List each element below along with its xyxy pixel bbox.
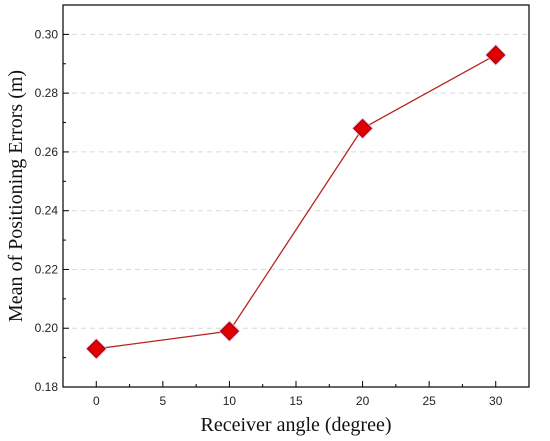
data-point-1 [219, 321, 239, 341]
plot-frame [62, 4, 530, 388]
y-axis-ticks: 0.18 0.20 0.22 0.24 0.26 0.28 0.30 [35, 27, 69, 394]
y-tick-label-0: 0.18 [35, 380, 59, 394]
x-tick-label-1: 5 [160, 394, 167, 408]
y-tick-label-6: 0.30 [35, 27, 59, 41]
x-tick-label-5: 25 [422, 394, 436, 408]
x-tick-label-2: 10 [223, 394, 237, 408]
y-tick-label-2: 0.22 [35, 262, 59, 276]
series-line-0 [96, 54, 497, 350]
data-series [85, 43, 507, 360]
data-point-3 [486, 45, 506, 65]
x-tick-label-3: 15 [289, 394, 303, 408]
y-tick-label-4: 0.26 [35, 145, 59, 159]
x-axis-ticks: 0 5 10 15 20 25 30 [62, 381, 503, 408]
y-tick-label-1: 0.20 [35, 321, 59, 335]
grid-lines [63, 33, 529, 329]
y-tick-label-5: 0.28 [35, 86, 59, 100]
x-tick-label-4: 20 [356, 394, 370, 408]
y-axis-title: Mean of Positioning Errors (m) [5, 70, 27, 322]
y-tick-label-3: 0.24 [35, 204, 59, 218]
data-point-0 [86, 339, 106, 359]
x-axis-title: Receiver angle (degree) [201, 414, 392, 436]
x-tick-label-0: 0 [93, 394, 100, 408]
x-tick-label-6: 30 [489, 394, 503, 408]
data-point-2 [353, 118, 373, 138]
